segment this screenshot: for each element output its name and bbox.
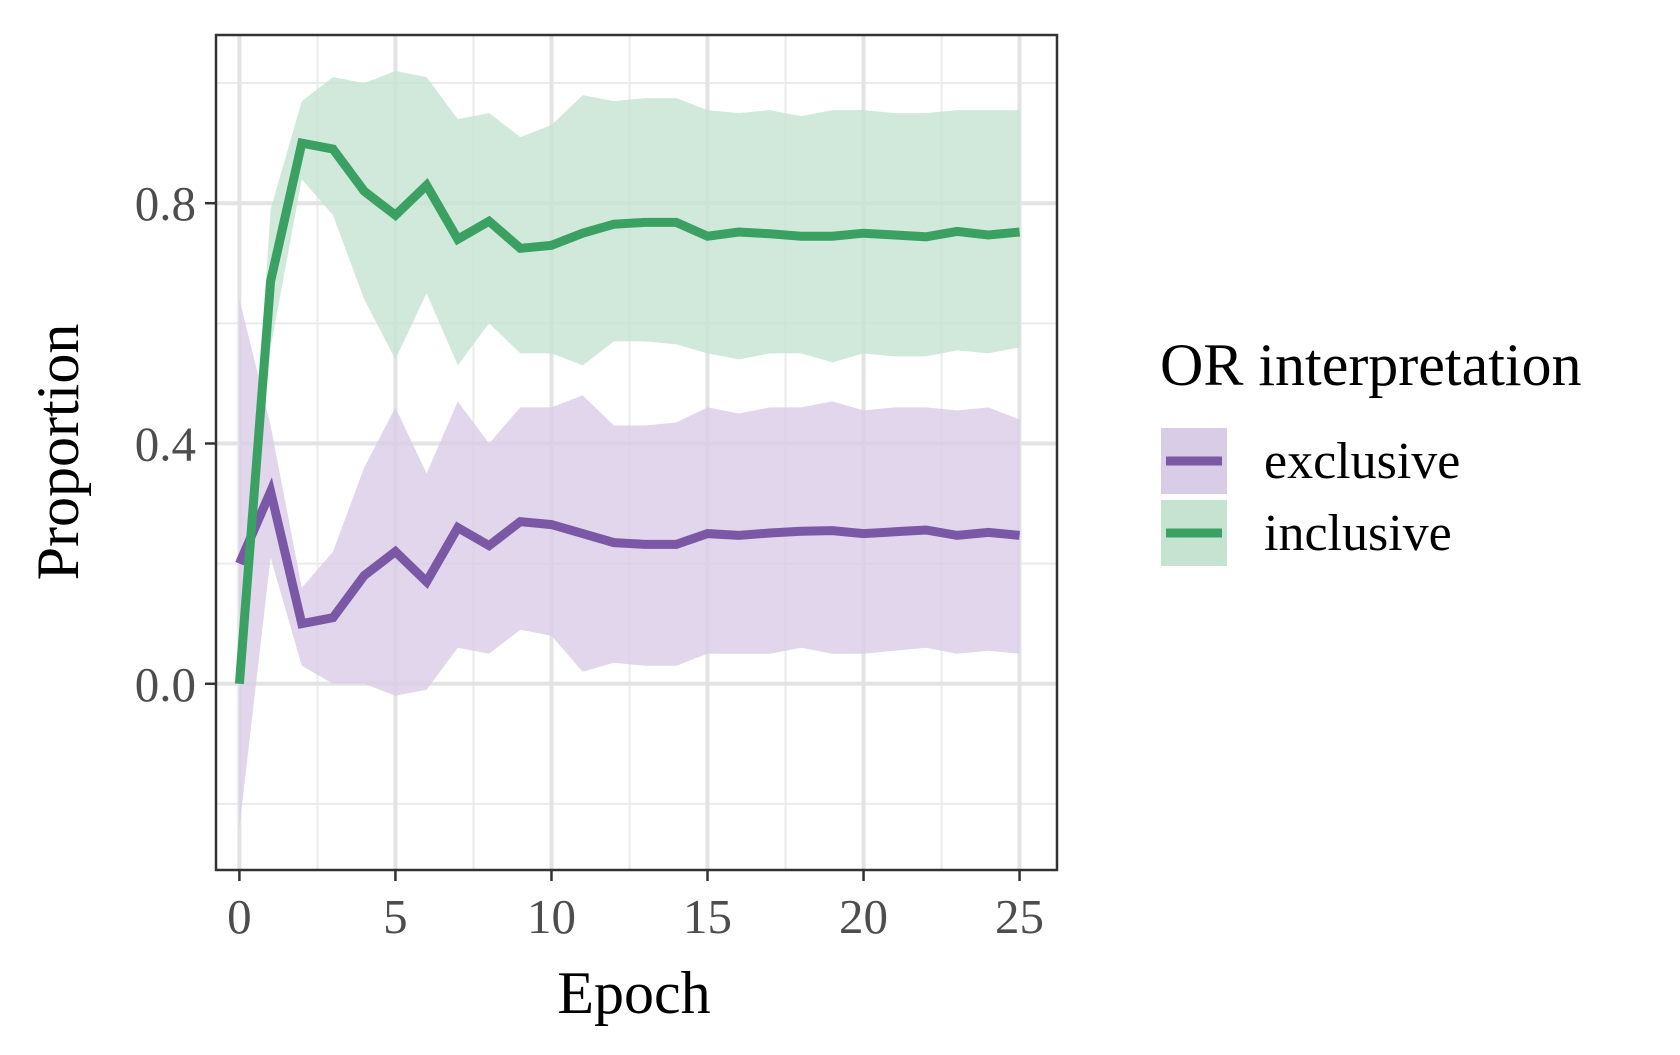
y-axis-title: Proportion bbox=[25, 324, 91, 581]
panel-border bbox=[214, 33, 1059, 872]
x-tick-label: 25 bbox=[995, 889, 1044, 944]
series-line-exclusive bbox=[235, 477, 1021, 629]
x-tick-label: 5 bbox=[383, 889, 408, 944]
series-line-inclusive bbox=[234, 137, 1021, 685]
x-tick-label: 0 bbox=[227, 889, 252, 944]
confidence-bands bbox=[239, 71, 1020, 828]
axis-ticks: 0 5 10 15 20 25 0.0 0.4 0.8 bbox=[135, 176, 1044, 944]
legend-item-inclusive: inclusive bbox=[1161, 500, 1452, 566]
panel-frame bbox=[214, 33, 1059, 872]
x-axis-title: Epoch bbox=[557, 960, 710, 1026]
y-tick-label: 0.4 bbox=[135, 416, 196, 471]
band-exclusive bbox=[239, 299, 1020, 828]
legend: OR interpretation exclusive inclusive bbox=[1160, 332, 1582, 566]
x-tick-label: 20 bbox=[839, 889, 888, 944]
legend-label: inclusive bbox=[1264, 505, 1452, 562]
band-inclusive bbox=[239, 71, 1020, 684]
legend-item-exclusive: exclusive bbox=[1161, 428, 1460, 494]
legend-label: exclusive bbox=[1264, 433, 1460, 490]
y-tick-label: 0.0 bbox=[135, 657, 196, 712]
x-tick-label: 15 bbox=[683, 889, 732, 944]
x-tick-label: 10 bbox=[527, 889, 576, 944]
legend-title: OR interpretation bbox=[1160, 332, 1582, 398]
y-tick-label: 0.8 bbox=[135, 176, 196, 231]
series-lines bbox=[234, 137, 1021, 685]
